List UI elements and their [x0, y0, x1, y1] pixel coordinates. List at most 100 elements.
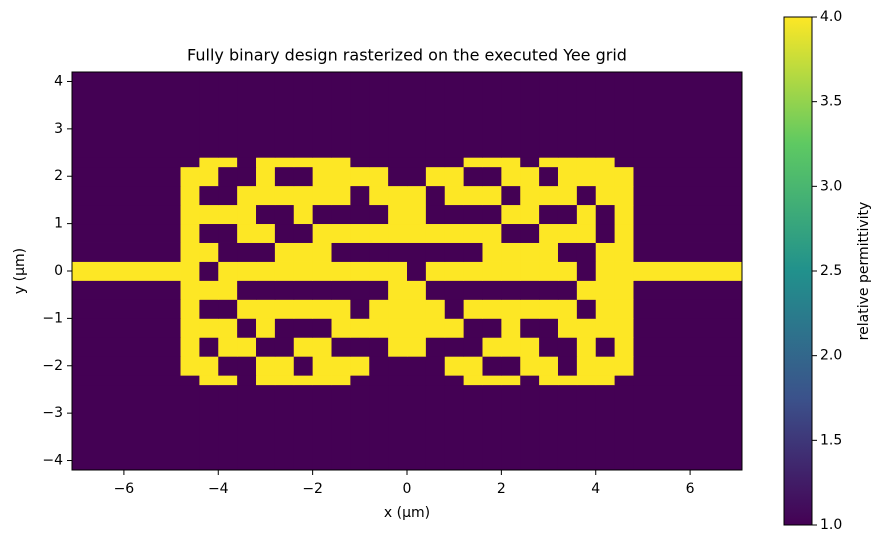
heatmap-cell — [369, 299, 389, 319]
heatmap-cell — [218, 261, 238, 281]
heatmap-cell — [463, 375, 483, 386]
heatmap-cell — [407, 384, 427, 471]
heatmap-cell — [425, 337, 446, 357]
heatmap-cell — [237, 261, 257, 281]
heatmap-cell — [350, 242, 370, 262]
heatmap-cell — [425, 280, 446, 300]
heatmap-cell — [199, 280, 219, 300]
heatmap-cell — [199, 204, 219, 225]
x-axis-label: x (µm) — [384, 505, 430, 521]
heatmap-cell — [463, 280, 483, 300]
heatmap-cell — [331, 356, 351, 376]
heatmap-cell — [633, 375, 743, 386]
heatmap-cell — [501, 375, 521, 386]
heatmap-cell — [595, 375, 616, 386]
heatmap-cell — [482, 242, 502, 262]
heatmap-cell — [199, 337, 219, 357]
heatmap-cell — [425, 185, 446, 206]
heatmap-cell — [633, 157, 743, 168]
heatmap-cell — [407, 223, 427, 243]
y-tick-label: −3 — [42, 405, 63, 421]
heatmap-cell — [539, 299, 559, 319]
heatmap-cell — [501, 280, 521, 300]
chart-title: Fully binary design rasterized on the ex… — [187, 46, 627, 65]
heatmap-cell — [256, 204, 276, 225]
colorbar-tick-label: 2.0 — [820, 348, 842, 364]
heatmap-cell — [633, 299, 743, 319]
heatmap-cell — [199, 157, 219, 168]
heatmap-cell — [444, 337, 465, 357]
heatmap-cell — [539, 375, 559, 386]
heatmap-cell — [407, 299, 427, 319]
heatmap-cell — [274, 299, 295, 319]
heatmap-cell — [539, 318, 559, 338]
heatmap-cell — [633, 223, 743, 243]
heatmap-cell — [293, 185, 314, 206]
heatmap-cell — [557, 356, 578, 376]
heatmap-cell — [482, 337, 502, 357]
heatmap-cell — [576, 204, 597, 225]
heatmap-cell — [444, 299, 465, 319]
x-tick-label: 6 — [686, 481, 695, 497]
heatmap-cell — [520, 375, 540, 386]
heatmap-cell — [388, 242, 408, 262]
heatmap-cell — [633, 261, 743, 281]
heatmap-cell — [256, 72, 276, 158]
heatmap-cell — [331, 223, 351, 243]
heatmap-cell — [350, 204, 370, 225]
heatmap-cell — [463, 356, 483, 376]
heatmap-cell — [520, 185, 540, 206]
heatmap-cell — [256, 157, 276, 168]
heatmap-cell — [199, 318, 219, 338]
heatmap-cell — [72, 356, 181, 376]
heatmap-cell — [388, 299, 408, 319]
heatmap-cell — [576, 384, 597, 471]
heatmap-cell — [520, 204, 540, 225]
heatmap-cell — [633, 337, 743, 357]
heatmap-cell — [312, 356, 332, 376]
heatmap-cell — [388, 280, 408, 300]
heatmap-cell — [256, 242, 276, 262]
heatmap-cell — [539, 280, 559, 300]
heatmap-cell — [72, 242, 181, 262]
heatmap-cell — [72, 337, 181, 357]
heatmap-cell — [388, 204, 408, 225]
heatmap-cell — [293, 223, 314, 243]
heatmap-cell — [72, 223, 181, 243]
heatmap-cell — [557, 72, 578, 158]
heatmap-cell — [482, 72, 502, 158]
colorbar-tick-label: 4.0 — [820, 9, 842, 25]
x-tick-label: −6 — [114, 481, 135, 497]
heatmap-cell — [350, 384, 370, 471]
heatmap-cell — [293, 384, 314, 471]
heatmap-cell — [312, 337, 332, 357]
heatmap-cell — [180, 166, 200, 187]
heatmap-cell — [237, 318, 257, 338]
heatmap-cell — [274, 72, 295, 158]
heatmap-cell — [388, 157, 408, 168]
heatmap-cell — [312, 166, 332, 187]
heatmap-cell — [331, 375, 351, 386]
heatmap-cell — [407, 166, 427, 187]
heatmap-cell — [633, 185, 743, 206]
heatmap-cell — [218, 280, 238, 300]
heatmap-cell — [180, 157, 200, 168]
heatmap-cell — [633, 204, 743, 225]
heatmap-cell — [595, 72, 616, 158]
heatmap-cell — [256, 166, 276, 187]
heatmap-cell — [407, 185, 427, 206]
heatmap-cell — [463, 318, 483, 338]
heatmap-cell — [407, 356, 427, 376]
heatmap-cell — [256, 299, 276, 319]
heatmap-cell — [520, 280, 540, 300]
heatmap-cell — [576, 242, 597, 262]
heatmap-cell — [293, 337, 314, 357]
heatmap-cell — [293, 242, 314, 262]
heatmap-cell — [256, 223, 276, 243]
heatmap-cell — [576, 72, 597, 158]
heatmap-cell — [72, 204, 181, 225]
heatmap-cell — [293, 375, 314, 386]
heatmap-cell — [199, 166, 219, 187]
heatmap-cell — [520, 384, 540, 471]
heatmap-cell — [614, 299, 634, 319]
